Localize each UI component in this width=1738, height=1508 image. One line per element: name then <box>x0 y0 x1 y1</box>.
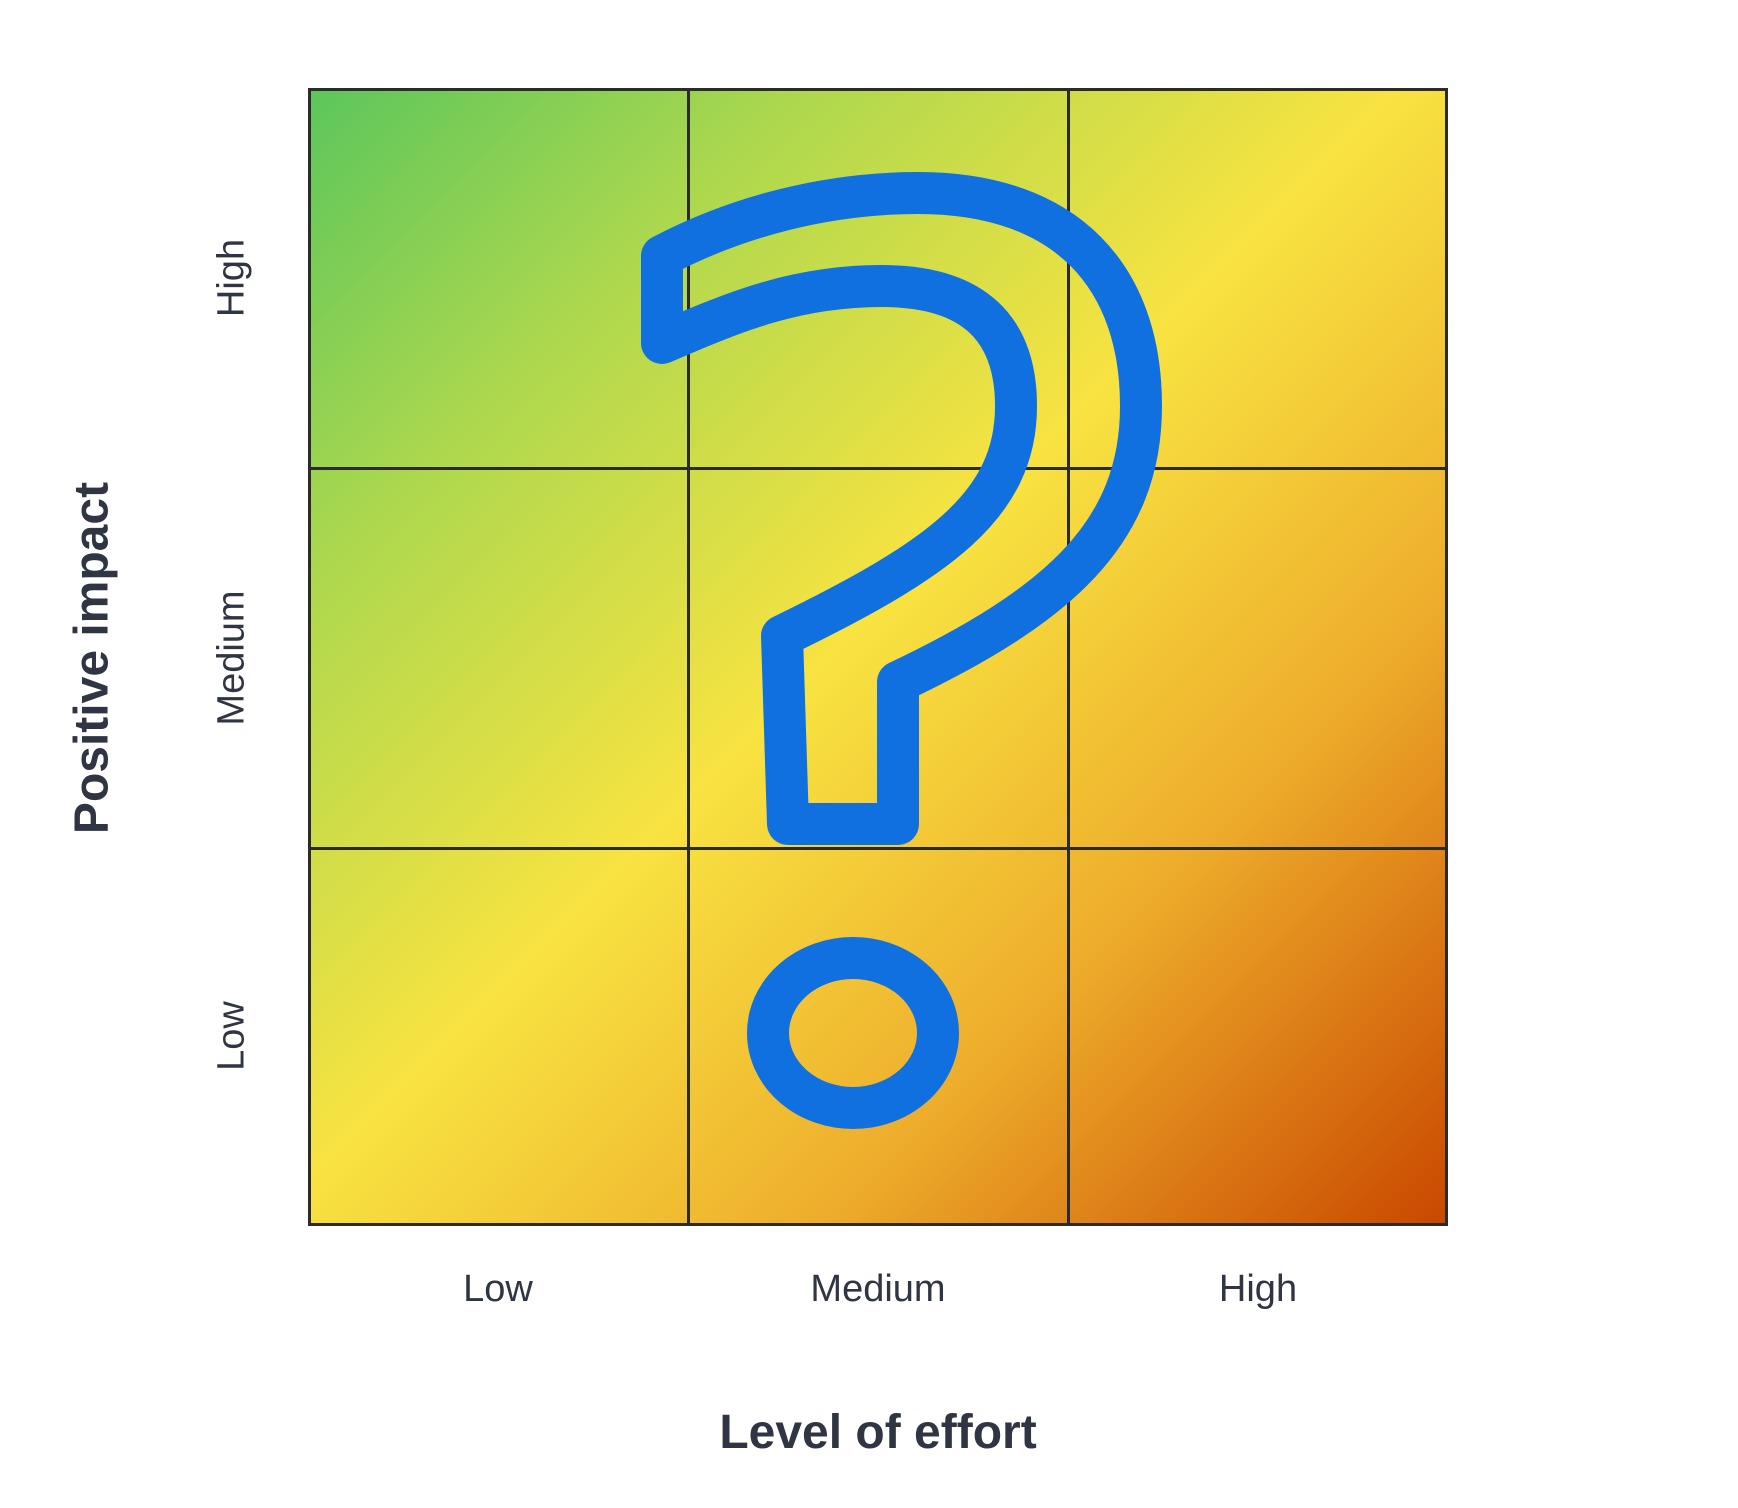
x-tick-high: High <box>1218 1268 1298 1310</box>
y-axis-label: Positive impact <box>65 481 119 835</box>
grid-line-horizontal-1 <box>311 467 1445 470</box>
y-tick-high: High <box>210 238 253 318</box>
x-tick-medium: Medium <box>810 1268 946 1310</box>
grid-line-vertical-1 <box>687 91 690 1223</box>
grid-line-horizontal-2 <box>311 847 1445 850</box>
x-axis-label: Level of effort <box>719 1406 1037 1459</box>
x-tick-low: Low <box>463 1268 533 1310</box>
grid-line-vertical-2 <box>1067 91 1070 1223</box>
y-tick-low: Low <box>210 1001 253 1071</box>
y-tick-medium: Medium <box>210 590 253 726</box>
effort-impact-matrix <box>308 88 1448 1226</box>
